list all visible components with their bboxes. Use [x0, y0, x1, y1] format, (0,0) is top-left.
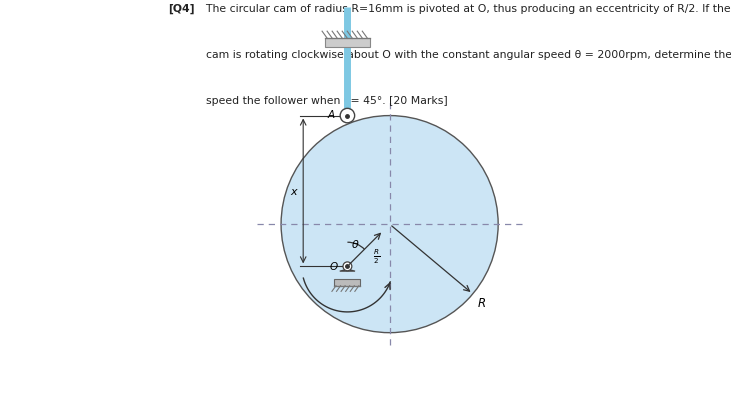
Text: A: A [327, 110, 335, 119]
Bar [325, 39, 369, 48]
Text: [Q4]: [Q4] [169, 4, 195, 14]
Circle shape [340, 109, 355, 124]
Circle shape [281, 116, 498, 333]
Text: $\theta$: $\theta$ [351, 238, 360, 250]
Polygon shape [340, 269, 355, 271]
Text: cam is rotating clockwise about O with the constant angular speed θ̇ = 2000rpm, : cam is rotating clockwise about O with t… [192, 50, 731, 60]
Text: $\frac{R}{2}$: $\frac{R}{2}$ [373, 247, 380, 265]
Circle shape [343, 262, 352, 271]
Text: The circular cam of radius R=16mm is pivoted at O, thus producing an eccentricit: The circular cam of radius R=16mm is piv… [192, 4, 730, 14]
Text: R: R [477, 296, 485, 309]
Text: speed the follower when θ= 45°. [20 Marks]: speed the follower when θ= 45°. [20 Mark… [192, 96, 447, 106]
Bar [334, 279, 360, 286]
Text: x: x [290, 186, 297, 196]
Text: O: O [329, 261, 338, 271]
